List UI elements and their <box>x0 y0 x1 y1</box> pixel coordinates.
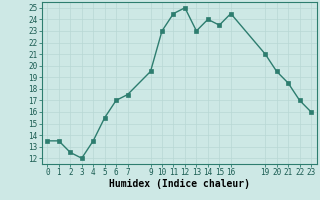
X-axis label: Humidex (Indice chaleur): Humidex (Indice chaleur) <box>109 179 250 189</box>
